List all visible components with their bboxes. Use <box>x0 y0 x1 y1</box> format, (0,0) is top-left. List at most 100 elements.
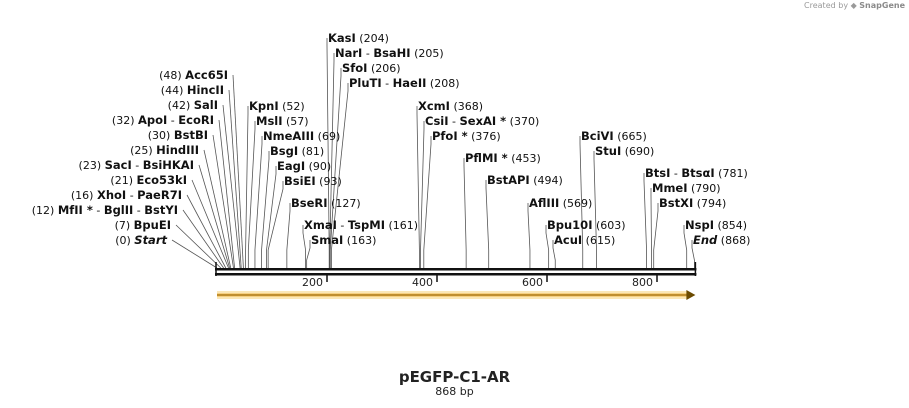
site-leader-line <box>203 149 232 269</box>
restriction-site-label: MslI (57) <box>256 114 309 128</box>
enzyme-name: KpnI <box>249 99 279 113</box>
ruler-tick-label: 200 <box>302 276 323 289</box>
site-leader-line <box>232 74 244 269</box>
enzyme-name: BsiEI <box>284 174 316 188</box>
watermark: Created by ◆ SnapGene <box>804 1 905 10</box>
enzyme-name: NarI <box>335 46 362 60</box>
site-position: (370) <box>506 115 539 128</box>
site-leader-line <box>302 225 306 268</box>
site-leader-line <box>463 158 467 268</box>
enzyme-name: CsiI <box>425 114 449 128</box>
site-leader-line <box>579 136 584 268</box>
site-position: (163) <box>343 234 376 247</box>
restriction-site-label: BsgI (81) <box>270 144 324 158</box>
site-position: (12) <box>32 204 58 217</box>
site-leader-line <box>416 106 420 268</box>
enzyme-name: NmeAIII <box>263 129 314 143</box>
site-position: (90) <box>305 160 331 173</box>
enzyme-name: SacI <box>105 158 132 172</box>
restriction-site-label: KpnI (52) <box>249 99 305 113</box>
enzyme-name: SmaI <box>311 233 343 247</box>
restriction-site-label: BtsI - BtsαI (781) <box>645 166 748 180</box>
enzyme-name: BstYI <box>144 203 178 217</box>
restriction-site-label: AcuI (615) <box>554 233 615 247</box>
site-position: (0) <box>115 234 134 247</box>
enzyme-name: BstBI <box>174 128 208 142</box>
enzyme-name: BseRI <box>291 196 328 210</box>
site-leader-line <box>650 188 652 268</box>
site-leader-line <box>245 106 249 268</box>
site-leader-line <box>175 224 222 269</box>
site-leader-line <box>485 180 490 268</box>
feature-track <box>217 290 696 300</box>
site-leader-line <box>552 240 556 268</box>
enzyme-name: BstAPI <box>487 173 530 187</box>
enzyme-name: XhoI <box>97 188 126 202</box>
restriction-site-label: (42) SalI <box>168 98 218 112</box>
restriction-site-label: Bpu10I (603) <box>547 218 626 232</box>
enzyme-name: NspI <box>685 218 714 232</box>
enzyme-name: TspMI <box>348 218 385 232</box>
enzyme-name: PfoI * <box>432 129 468 143</box>
enzyme-name: PflMI * <box>465 151 508 165</box>
enzyme-name: KasI <box>328 31 356 45</box>
enzyme-name: BstXI <box>659 196 693 210</box>
ruler-tick-label: 600 <box>522 276 543 289</box>
restriction-site-label: (44) HincII <box>161 83 224 97</box>
site-leader-line <box>326 38 330 268</box>
restriction-site-label: BstAPI (494) <box>487 173 563 187</box>
restriction-site-label: KasI (204) <box>328 31 389 45</box>
enzyme-name: MslI <box>256 114 283 128</box>
enzyme-name: AflIII <box>529 196 559 210</box>
site-leader-line <box>212 134 234 269</box>
site-position: (161) <box>385 219 418 232</box>
restriction-site-label: PflMI * (453) <box>465 151 541 165</box>
restriction-site-label: AflIII (569) <box>529 196 592 210</box>
backbone-top-strand <box>215 268 697 271</box>
enzyme-name: BglII <box>104 203 134 217</box>
restriction-site-label: PfoI * (376) <box>432 129 501 143</box>
enzyme-name: BsgI <box>270 144 298 158</box>
site-position: (665) <box>614 130 647 143</box>
site-leader-line <box>182 209 224 269</box>
site-position: (204) <box>356 32 389 45</box>
site-position: (494) <box>530 174 563 187</box>
site-position: (368) <box>450 100 483 113</box>
enzyme-name: Bpu10I <box>547 218 592 232</box>
site-position: (854) <box>714 219 747 232</box>
enzyme-name: BsaHI <box>373 46 410 60</box>
plasmid-name: pEGFP-C1-AR <box>398 368 511 386</box>
site-leader-line <box>222 104 241 269</box>
restriction-site-label: (21) Eco53kI <box>110 173 187 187</box>
site-leader-line <box>266 166 277 268</box>
site-position: (794) <box>693 197 726 210</box>
site-position: (127) <box>328 197 361 210</box>
site-position: (603) <box>592 219 625 232</box>
site-leader-line <box>306 240 311 268</box>
enzyme-name: Start <box>134 233 167 247</box>
restriction-site-label: BsiEI (93) <box>284 174 342 188</box>
site-leader-line <box>527 203 531 268</box>
restriction-site-label: BstXI (794) <box>659 196 726 210</box>
site-leader-line <box>329 68 342 268</box>
enzyme-name: ApoI <box>138 113 167 127</box>
restriction-site-label: (32) ApoI - EcoRI <box>112 113 214 127</box>
site-position: (32) <box>112 114 138 127</box>
site-leader-line <box>267 181 284 268</box>
name-separator: - <box>670 167 681 180</box>
site-position: (206) <box>367 62 400 75</box>
restriction-site-label: EagI (90) <box>277 159 331 173</box>
restriction-site-label: (30) BstBI <box>148 128 208 142</box>
site-position: (790) <box>688 182 721 195</box>
restriction-site-label: BciVI (665) <box>581 129 647 143</box>
enzyme-name: End <box>693 233 718 247</box>
enzyme-name: PaeR7I <box>137 188 182 202</box>
enzyme-name: SfoI <box>342 61 367 75</box>
restriction-site-label: XmaI - TspMI (161) <box>304 218 418 232</box>
site-leader-line <box>247 121 256 268</box>
watermark-prefix: Created by <box>804 1 849 10</box>
site-leader-line <box>643 173 647 268</box>
site-leader-line <box>218 119 235 269</box>
site-leader-line <box>171 239 218 269</box>
